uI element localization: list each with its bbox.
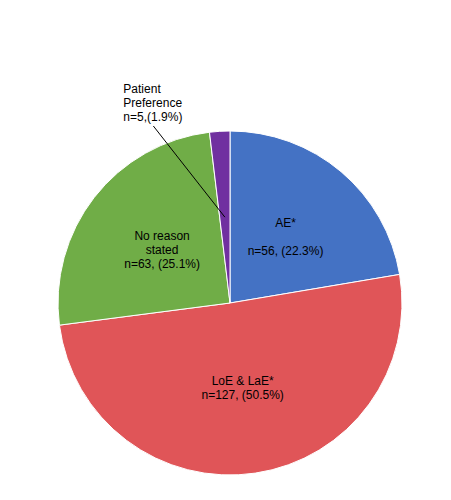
svg-text:n=5,(1.9%): n=5,(1.9%) [123, 110, 182, 124]
svg-text:n=63, (25.1%): n=63, (25.1%) [124, 257, 200, 271]
svg-text:Patient: Patient [123, 82, 161, 96]
svg-text:AE*: AE* [275, 216, 296, 230]
svg-text:No reason: No reason [134, 229, 189, 243]
svg-text:n=56, (22.3%): n=56, (22.3%) [248, 244, 324, 258]
svg-text:stated: stated [146, 243, 179, 257]
svg-text:LoE & LaE*: LoE & LaE* [212, 374, 274, 388]
svg-text:Preference: Preference [123, 96, 182, 110]
svg-text:n=127, (50.5%): n=127, (50.5%) [201, 388, 283, 402]
